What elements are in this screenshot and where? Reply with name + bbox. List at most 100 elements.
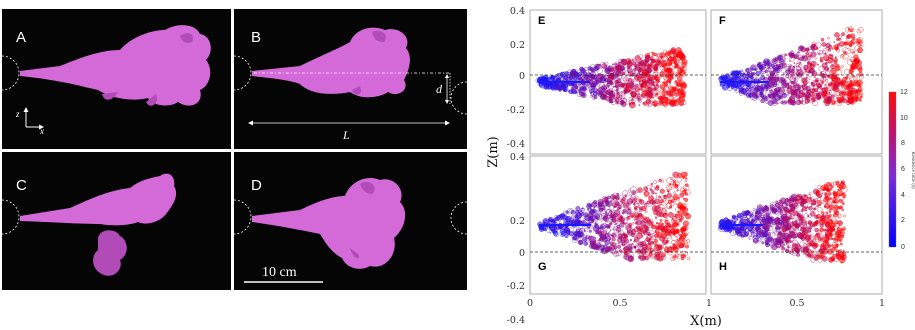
particle-point [609, 80, 613, 85]
particle-point [668, 61, 673, 66]
particle-point [789, 64, 793, 67]
plot-letter-e: E [538, 15, 545, 27]
particle-point [781, 53, 785, 58]
particle-point [827, 219, 834, 225]
particle-point [655, 243, 659, 246]
particle-point [587, 68, 593, 74]
particle-point [834, 32, 840, 38]
particle-point [575, 206, 581, 212]
particle-point [641, 89, 648, 96]
particle-point [784, 53, 788, 57]
particle-point [819, 223, 824, 228]
particle-point [858, 72, 863, 77]
particle-point [623, 254, 629, 260]
particle-point [678, 101, 682, 105]
particle-point [576, 91, 583, 97]
particle-point [676, 98, 679, 101]
particle-point [747, 71, 750, 75]
particle-point [740, 216, 743, 219]
particle-point [548, 217, 552, 222]
particle-point [832, 246, 837, 251]
particle-point [752, 72, 756, 75]
particle-point [593, 66, 599, 71]
particle-point [834, 238, 837, 241]
particle-point [847, 73, 854, 80]
particle-point [727, 220, 730, 223]
particle-point [605, 200, 613, 207]
particle-point [683, 206, 685, 209]
particle-point [815, 93, 822, 100]
offset-d-label: d [436, 82, 443, 96]
particle-point [830, 64, 836, 70]
particle-point [790, 50, 793, 52]
particle-point [641, 79, 647, 84]
particle-point [774, 92, 778, 95]
particle-point [668, 99, 672, 102]
particle-point [802, 55, 809, 62]
particle-point [856, 79, 863, 86]
particle-point [822, 88, 824, 90]
particle-point [722, 85, 727, 90]
particle-point [814, 207, 817, 210]
particle-point [807, 242, 812, 247]
particle-point [602, 245, 605, 248]
particle-point [611, 237, 616, 242]
particle-point [844, 41, 849, 46]
particle-point [835, 230, 841, 236]
particle-point [654, 216, 658, 219]
particle-point [601, 63, 607, 69]
particle-point [630, 82, 634, 86]
offset-d-arrow: d [436, 74, 449, 104]
particle-point [631, 190, 637, 195]
particle-point [841, 32, 845, 36]
particle-point [560, 82, 566, 88]
particle-point [829, 183, 833, 186]
particle-point [825, 62, 828, 65]
particle-point [808, 54, 812, 58]
particle-point [828, 87, 831, 90]
particle-point [565, 229, 571, 235]
particle-point [814, 57, 817, 60]
particle-point [671, 98, 675, 102]
particle-point [680, 81, 687, 89]
particle-point [773, 217, 780, 224]
particle-point [685, 183, 689, 187]
particle-point [777, 76, 784, 83]
particle-point [788, 215, 793, 220]
particle-point [579, 66, 584, 72]
particle-point [646, 231, 651, 236]
particle-point [786, 197, 789, 200]
particle-point [805, 234, 812, 241]
particle-point [842, 76, 848, 82]
particle-point [682, 66, 687, 71]
particle-point [776, 102, 779, 105]
particle-point [802, 80, 808, 86]
particle-point [778, 60, 785, 67]
particle-point [581, 207, 584, 210]
particle-point [782, 100, 786, 103]
colorbar-tick: 8 [901, 140, 905, 147]
particle-point [641, 85, 644, 88]
particle-point [646, 219, 652, 224]
particle-point [760, 98, 765, 104]
particle-point [615, 76, 618, 79]
particle-point [835, 90, 842, 96]
particle-point [806, 61, 811, 65]
particle-point [668, 56, 673, 62]
particle-point [821, 42, 827, 47]
particle-point [553, 230, 559, 236]
particle-point [838, 80, 844, 86]
particle-point [681, 59, 688, 65]
particle-point [575, 71, 578, 74]
particle-point [653, 103, 657, 107]
particle-point [590, 94, 593, 96]
particle-point [616, 66, 621, 71]
particle-point [760, 95, 764, 99]
particle-point [613, 206, 616, 209]
particle-point [643, 216, 647, 220]
particle-point [843, 84, 849, 90]
particle-point [634, 87, 640, 93]
particle-point [586, 78, 590, 82]
particle-point [583, 241, 588, 246]
particle-point [607, 85, 610, 88]
